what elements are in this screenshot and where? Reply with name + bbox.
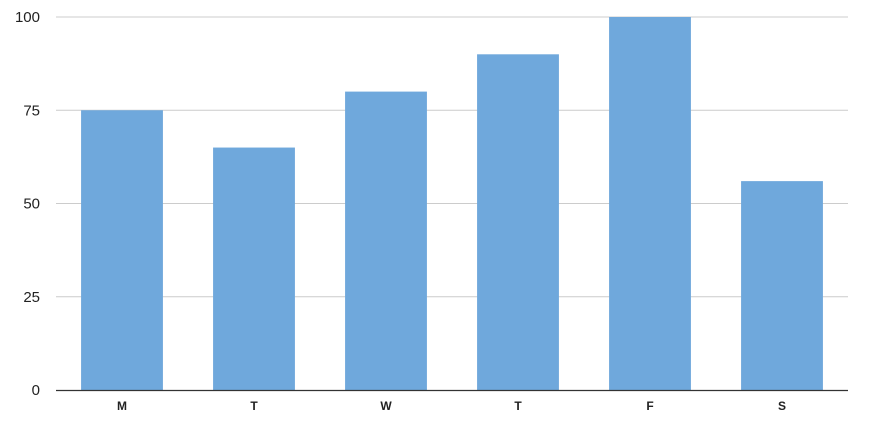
x-tick-label: T <box>250 399 258 413</box>
bars <box>81 17 823 391</box>
bar <box>213 147 295 390</box>
x-tick-label: W <box>380 399 392 413</box>
y-tick-label: 25 <box>23 289 40 306</box>
y-axis-tick-labels: 0 25 50 75 100 <box>15 9 40 399</box>
x-tick-label: T <box>514 399 522 413</box>
x-tick-label: M <box>117 399 127 413</box>
y-tick-label: 75 <box>23 102 40 119</box>
x-tick-label: F <box>646 399 653 413</box>
x-tick-label: S <box>778 399 786 413</box>
bar <box>609 17 691 390</box>
bar <box>81 110 163 390</box>
y-tick-label: 100 <box>15 9 40 26</box>
gridlines <box>56 16 848 298</box>
bar <box>477 54 559 391</box>
bar <box>741 181 823 390</box>
y-tick-label: 0 <box>32 382 40 399</box>
y-tick-label: 50 <box>23 196 40 213</box>
bar <box>345 91 427 390</box>
